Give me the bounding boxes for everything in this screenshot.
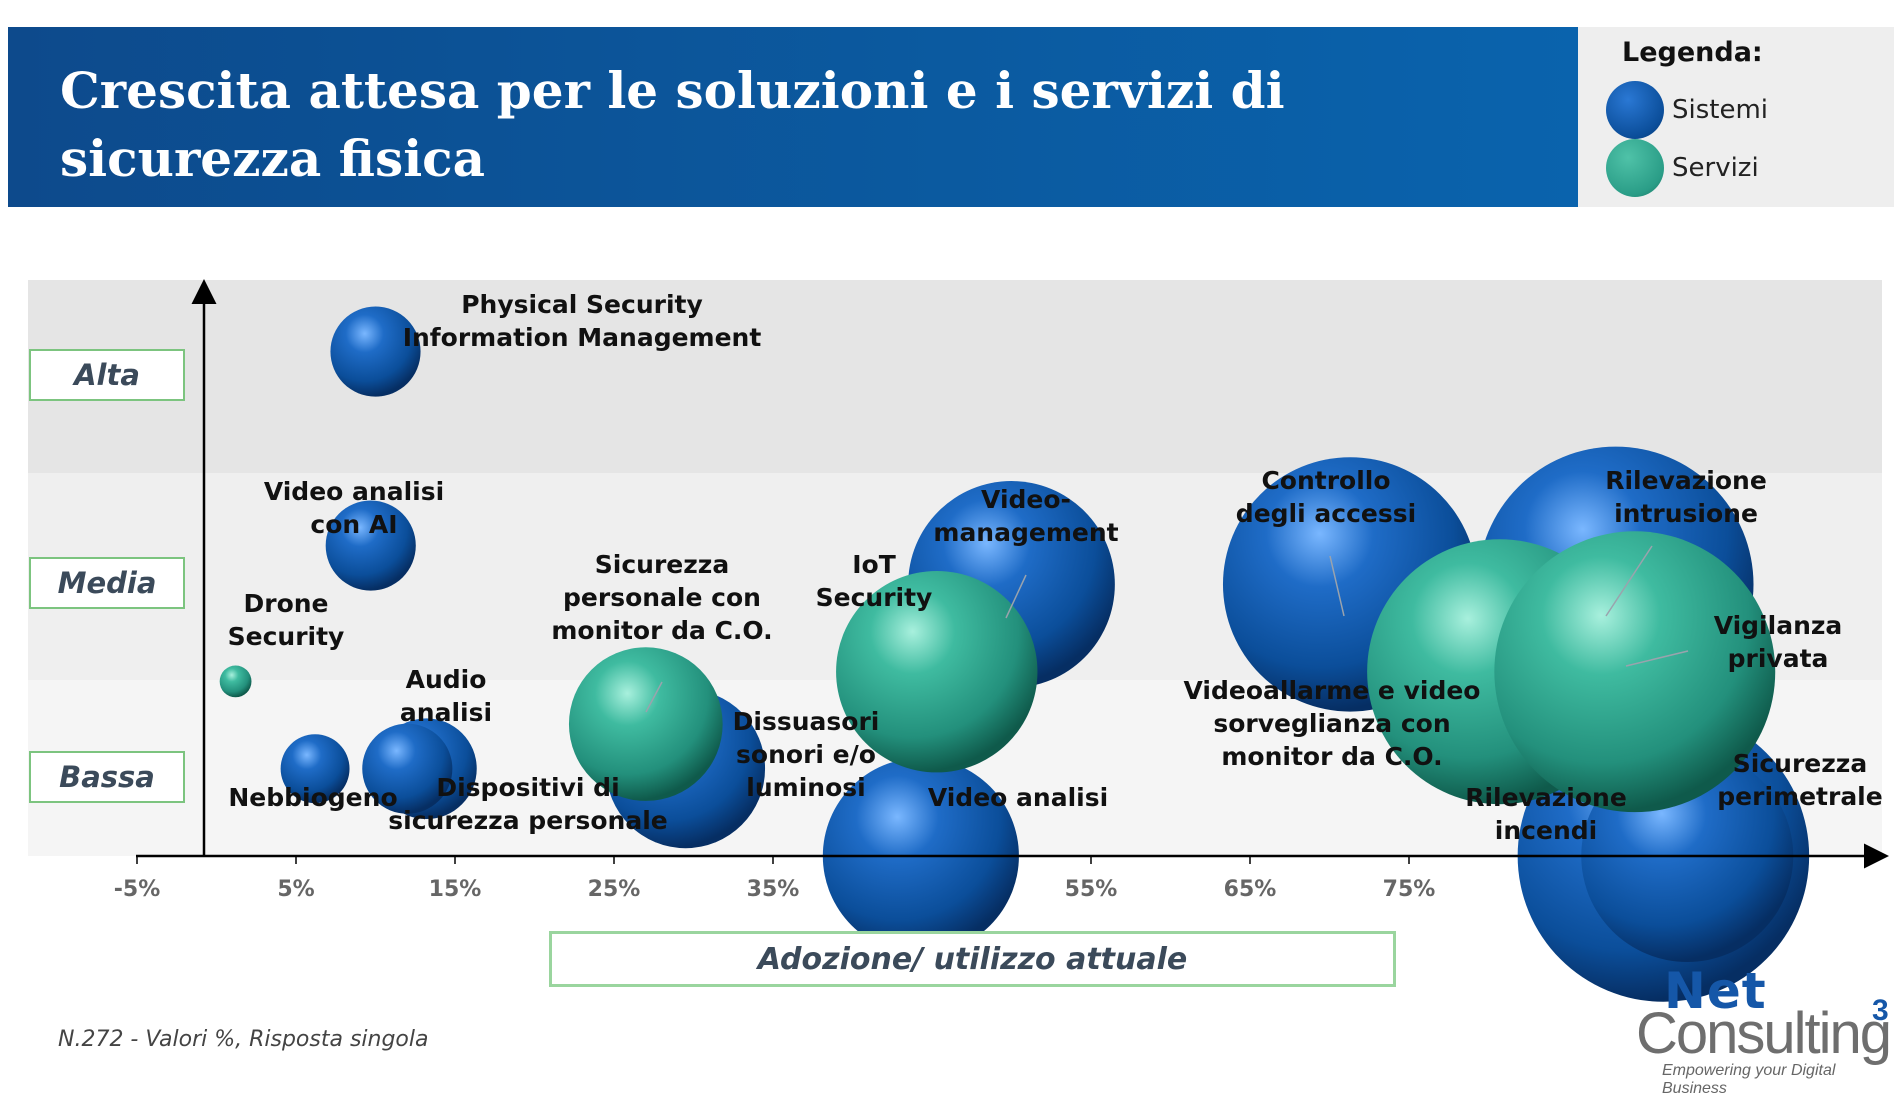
y-level-alta: Alta — [29, 349, 185, 401]
header-bar: Crescita attesa per le soluzioni e i ser… — [8, 27, 1578, 207]
legend-item-servizi: Servizi — [1606, 139, 1759, 197]
leader-line — [1625, 650, 1689, 667]
leader-line — [1005, 574, 1027, 619]
footnote: N.272 - Valori %, Risposta singola — [58, 1027, 429, 1052]
bubble-sistemi — [280, 734, 350, 804]
data-label: Rilevazione incendi — [1465, 783, 1627, 845]
leader-line — [645, 681, 663, 713]
data-label: IoT Security — [816, 550, 933, 612]
leader-line — [1605, 545, 1653, 617]
x-tick-label: 15% — [429, 877, 482, 902]
x-tick-label: -5% — [114, 877, 160, 902]
data-label: Rilevazione intrusione — [1605, 466, 1767, 528]
legend-label-sistemi: Sistemi — [1672, 95, 1769, 125]
legend-title: Legenda: — [1622, 37, 1763, 68]
y-level-media: Media — [29, 557, 185, 609]
x-tick-label: 5% — [277, 877, 314, 902]
bubble-sistemi — [330, 306, 421, 397]
x-tick-label: 25% — [588, 877, 641, 902]
x-tick-label: 55% — [1065, 877, 1118, 902]
x-tick-label: 75% — [1383, 877, 1436, 902]
bubble-servizi — [836, 571, 1038, 773]
x-axis-title: Adozione/ utilizzo attuale — [549, 931, 1396, 987]
data-label: Audio analisi — [400, 665, 492, 727]
legend: Legenda: Sistemi Servizi — [1578, 27, 1894, 207]
bubble-servizi — [219, 665, 252, 698]
bubble-servizi — [568, 647, 723, 801]
y-level-bassa: Bassa — [29, 751, 185, 803]
data-label: Video analisi — [928, 783, 1108, 812]
logo-net: Net — [1664, 962, 1767, 1020]
logo-superscript: 3 — [1872, 994, 1889, 1027]
title-line-1: Crescita attesa per le soluzioni e i ser… — [60, 61, 1285, 120]
bubble-servizi — [1494, 531, 1776, 813]
data-label: Video analisi con AI — [264, 477, 444, 539]
title-line-2: sicurezza fisica — [60, 129, 486, 188]
logo-consulting: Consulting — [1636, 1001, 1892, 1066]
data-label: Physical Security Information Management — [403, 290, 762, 352]
x-tick-label: 65% — [1224, 877, 1277, 902]
data-label: Videoallarme e video sorveglianza con moni… — [1184, 676, 1481, 771]
legend-sistemi-dot-icon — [1606, 81, 1664, 139]
bubble-sistemi — [362, 723, 453, 814]
page-title: Crescita attesa per le soluzioni e i ser… — [60, 57, 1560, 193]
bubble-sistemi — [325, 500, 416, 591]
data-label: Drone Security — [228, 589, 345, 651]
x-tick-label: 35% — [747, 877, 800, 902]
band-alta — [28, 280, 1882, 473]
data-label: Nebbiogeno — [228, 783, 397, 812]
data-label: Controllo degli accessi — [1236, 466, 1416, 528]
netconsulting-logo: Net Consulting 3 Empowering your Digital… — [1628, 962, 1894, 1097]
data-label: Sicurezza perimetrale — [1717, 749, 1882, 811]
legend-item-sistemi: Sistemi — [1606, 81, 1768, 139]
legend-servizi-dot-icon — [1606, 139, 1664, 197]
data-label: Sicurezza personale con monitor da C.O. — [551, 550, 772, 645]
data-label: Vigilanza privata — [1714, 611, 1843, 673]
data-label: Dispositivi di sicurezza personale — [388, 773, 667, 835]
legend-label-servizi: Servizi — [1672, 153, 1759, 183]
data-label: Dissuasori sonori e/o luminosi — [733, 707, 880, 802]
data-label: Video-management — [933, 485, 1118, 547]
logo-tagline: Empowering your Digital Business — [1662, 1062, 1836, 1097]
leader-line — [1329, 555, 1345, 617]
